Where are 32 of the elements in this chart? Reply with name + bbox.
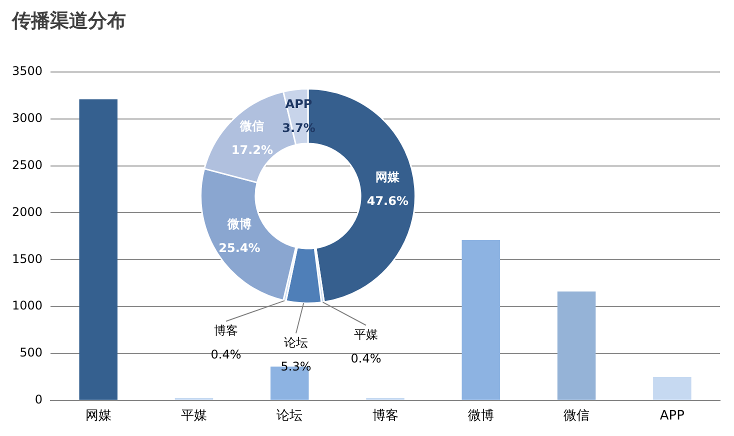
- slice-label: 论坛: [284, 335, 308, 350]
- data-label: 0.4%: [210, 347, 242, 362]
- y-tick-label: 2000: [12, 204, 43, 219]
- x-tick-label: 微信: [564, 408, 590, 424]
- bar: [462, 240, 500, 400]
- slice-label: 平媒: [354, 327, 378, 342]
- data-label: 47.6%: [366, 194, 408, 208]
- x-tick-label: 平媒: [180, 408, 207, 424]
- slice-label: 微博: [226, 217, 252, 232]
- data-label: 5.3%: [280, 359, 312, 374]
- slice-label: 博客: [214, 323, 238, 338]
- y-tick-label: 3500: [12, 64, 43, 78]
- slice-label: 微信: [239, 118, 264, 133]
- data-label: 25.4%: [218, 241, 260, 256]
- bar: [653, 376, 692, 400]
- x-tick-label: 网媒: [85, 408, 112, 424]
- y-tick-label: 2500: [12, 158, 43, 172]
- y-tick-label: 0: [34, 392, 43, 407]
- data-label: 0.4%: [350, 351, 382, 366]
- x-tick-label: 论坛: [276, 408, 303, 424]
- data-label: 17.2%: [231, 142, 274, 157]
- y-tick-label: 500: [20, 346, 43, 360]
- y-tick-label: 1000: [12, 298, 43, 313]
- x-tick-label: 微博: [468, 408, 494, 424]
- x-tick-label: APP: [660, 408, 685, 424]
- bar: [557, 292, 596, 400]
- chart-title: 传播渠道分布: [12, 9, 126, 34]
- y-tick-label: 3000: [12, 111, 43, 126]
- bar: [79, 99, 118, 400]
- x-tick-label: 博客: [372, 408, 398, 424]
- slice-label: 网媒: [376, 170, 401, 184]
- y-tick-label: 1500: [12, 252, 43, 266]
